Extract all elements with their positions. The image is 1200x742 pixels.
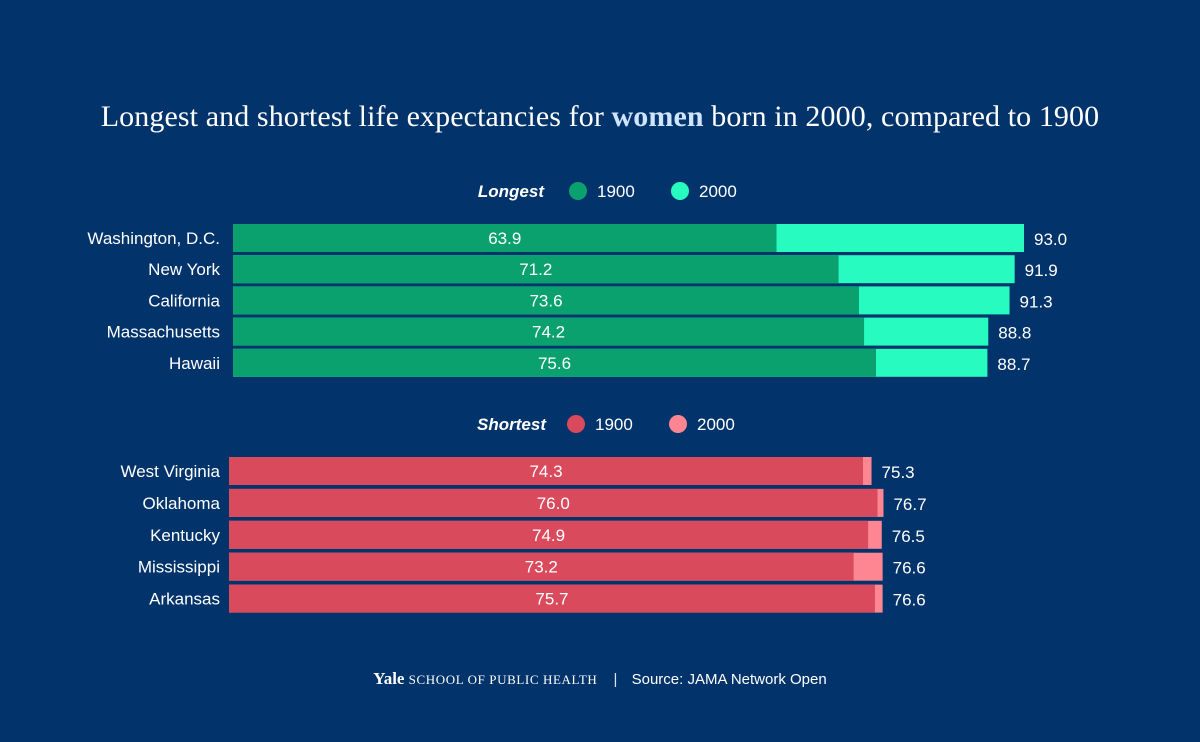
bar-1900-washington-d-c	[233, 224, 777, 252]
value-label-1900-arkansas: 75.7	[535, 590, 568, 609]
value-label-2000-west-virginia: 75.3	[882, 463, 915, 482]
value-label-1900-massachusetts: 74.2	[532, 323, 565, 342]
bar-1900-new-york	[233, 255, 839, 284]
value-label-1900-kentucky: 74.9	[532, 526, 565, 545]
value-label-1900-california: 73.6	[529, 291, 562, 310]
title-part-1: Longest and shortest life expectancies f…	[100, 100, 612, 133]
shortest-legend-2000-swatch	[669, 415, 687, 433]
longest-legend-1900-label: 1900	[597, 182, 635, 201]
footer: Yale SCHOOL OF PUBLIC HEALTH | Source: J…	[0, 669, 1200, 689]
category-label-kentucky: Kentucky	[150, 526, 220, 545]
bar-1900-california	[233, 286, 859, 315]
category-label-oklahoma: Oklahoma	[143, 494, 221, 513]
value-label-2000-washington-d-c: 93.0	[1034, 230, 1067, 249]
longest-legend-1900-swatch	[569, 182, 587, 200]
shortest-legend-1900-swatch	[567, 415, 585, 433]
bar-1900-massachusetts	[233, 317, 865, 346]
longest-group-label: Longest	[478, 182, 545, 201]
value-label-2000-kentucky: 76.5	[892, 527, 925, 546]
value-label-1900-west-virginia: 74.3	[529, 462, 562, 481]
yale-brand: Yale	[373, 669, 405, 688]
value-label-2000-california: 91.3	[1020, 292, 1053, 311]
bar-1900-oklahoma	[229, 488, 878, 517]
shortest-legend-2000-label: 2000	[697, 415, 735, 434]
bar-1900-kentucky	[229, 520, 869, 549]
value-label-2000-new-york: 91.9	[1025, 261, 1058, 280]
bar-1900-arkansas	[229, 584, 875, 613]
value-label-2000-mississippi: 76.6	[893, 559, 926, 578]
value-label-1900-new-york: 71.2	[519, 260, 552, 279]
category-label-california: California	[148, 291, 220, 310]
value-label-2000-arkansas: 76.6	[893, 591, 926, 610]
school-name: SCHOOL OF PUBLIC HEALTH	[408, 672, 598, 687]
category-label-new-york: New York	[148, 260, 220, 279]
shortest-legend-1900-label: 1900	[595, 415, 633, 434]
bar-1900-west-virginia	[229, 457, 864, 485]
value-label-2000-massachusetts: 88.8	[998, 324, 1031, 343]
chart-title: Longest and shortest life expectancies f…	[0, 100, 1200, 134]
value-label-1900-mississippi: 73.2	[525, 558, 558, 577]
category-label-mississippi: Mississippi	[138, 558, 220, 577]
longest-legend-2000-label: 2000	[699, 182, 737, 201]
category-label-hawaii: Hawaii	[169, 354, 220, 373]
value-label-1900-oklahoma: 76.0	[537, 494, 570, 513]
longest-legend-2000-swatch	[671, 182, 689, 200]
source-credit: Source: JAMA Network Open	[631, 671, 827, 688]
category-label-arkansas: Arkansas	[149, 590, 220, 609]
value-label-2000-oklahoma: 76.7	[893, 495, 926, 514]
title-part-2: born in 2000, compared to 1900	[703, 100, 1100, 133]
bar-1900-mississippi	[229, 552, 854, 581]
value-label-1900-hawaii: 75.6	[538, 354, 571, 373]
footer-separator: |	[613, 671, 618, 688]
category-label-washington-d-c: Washington, D.C.	[87, 229, 220, 248]
value-label-2000-hawaii: 88.7	[997, 355, 1030, 374]
category-label-massachusetts: Massachusetts	[107, 323, 220, 342]
title-highlight: women	[611, 100, 704, 133]
shortest-group-label: Shortest	[477, 415, 547, 434]
value-label-1900-washington-d-c: 63.9	[488, 229, 521, 248]
category-label-west-virginia: West Virginia	[120, 462, 220, 481]
bar-1900-hawaii	[233, 348, 877, 377]
